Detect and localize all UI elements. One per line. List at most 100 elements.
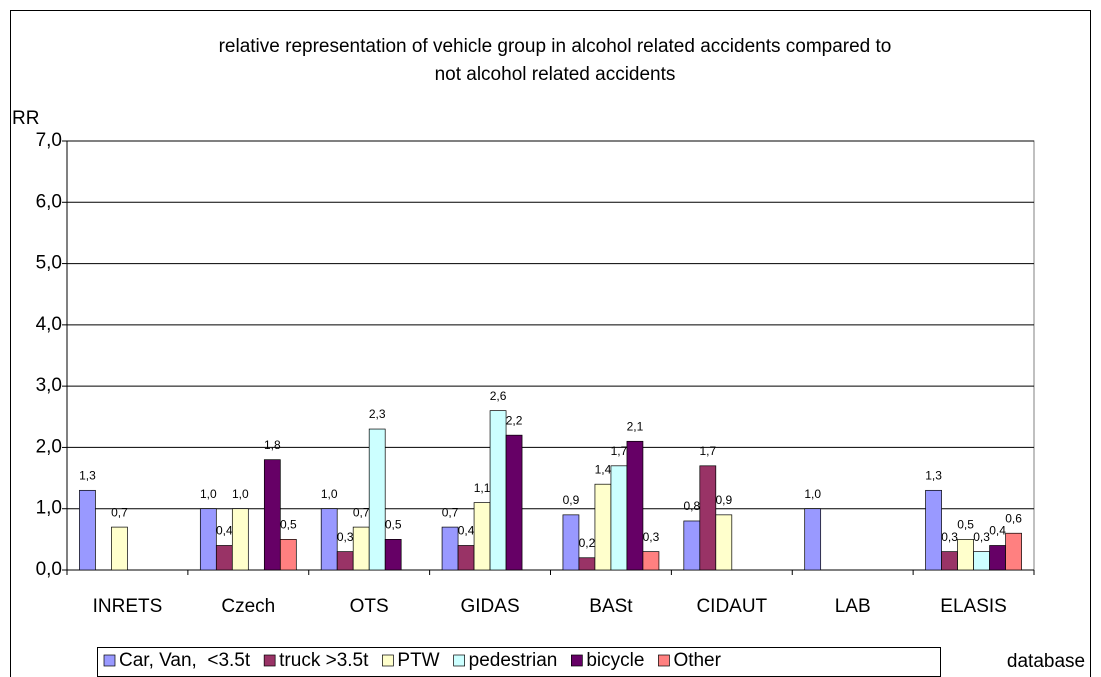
x-tick-label: GIDAS [461, 596, 520, 617]
value-label: 0,9 [563, 493, 580, 507]
bar [263, 459, 281, 571]
legend-label: PTW [397, 650, 439, 671]
x-tick-label: OTS [350, 596, 389, 617]
bar [941, 551, 958, 571]
value-label: 2,6 [490, 389, 507, 403]
y-tick-label: 6,0 [36, 191, 62, 212]
legend-swatch [453, 654, 465, 667]
legend-swatch [571, 654, 583, 667]
bar [562, 514, 580, 571]
value-label: 0,3 [643, 530, 660, 544]
value-label: 1,1 [474, 481, 491, 495]
bar [352, 526, 370, 571]
bar [473, 502, 491, 571]
value-label: 1,0 [200, 487, 217, 501]
bar [804, 508, 822, 571]
value-label: 2,1 [627, 419, 644, 433]
value-label: 0,4 [458, 524, 475, 538]
x-tick-label: BASt [589, 596, 633, 617]
bar [973, 551, 990, 571]
y-tick-label: 0,0 [36, 559, 62, 580]
bar [957, 539, 974, 571]
bar [111, 526, 128, 571]
bar [489, 410, 507, 571]
legend-label: bicycle [586, 650, 644, 671]
legend-label: Car, Van, <3.5t [119, 650, 251, 671]
bar [626, 440, 644, 571]
bar [384, 539, 402, 571]
bar [715, 514, 733, 571]
y-tick-label: 4,0 [36, 314, 62, 335]
bar [231, 508, 249, 571]
bar [989, 545, 1006, 571]
value-label: 0,4 [989, 524, 1006, 538]
legend-label: truck >3.5t [279, 650, 369, 671]
bar [457, 545, 475, 571]
y-tick-label: 5,0 [36, 253, 62, 274]
value-label: 1,0 [804, 487, 821, 501]
chart-title: not alcohol related accidents [435, 64, 676, 85]
x-tick-label: Czech [221, 596, 275, 617]
value-label: 0,7 [353, 505, 370, 519]
bar [215, 545, 233, 571]
y-tick-label: 3,0 [36, 375, 62, 396]
value-label: 1,0 [321, 487, 338, 501]
bar [699, 465, 717, 571]
value-label: 0,5 [957, 518, 974, 532]
value-label: 0,7 [442, 505, 459, 519]
y-tick-label: 7,0 [36, 130, 62, 151]
bar [505, 434, 523, 571]
bar [320, 508, 338, 571]
legend-swatch [382, 654, 394, 667]
y-tick-label: 2,0 [36, 436, 62, 457]
y-tick-label: 1,0 [36, 498, 62, 519]
x-axis-label: database [1007, 651, 1085, 672]
legend-label: Other [673, 650, 721, 671]
bar [336, 551, 354, 571]
value-label: 0,9 [715, 493, 732, 507]
x-tick-label: ELASIS [940, 596, 1007, 617]
x-tick-label: CIDAUT [696, 596, 767, 617]
plot-area [66, 140, 1035, 571]
value-label: 1,7 [611, 444, 628, 458]
legend-swatch [103, 654, 116, 667]
bar [925, 489, 942, 571]
value-label: 0,5 [385, 518, 402, 532]
value-label: 0,6 [1005, 511, 1022, 525]
y-axis-label: RR [12, 108, 39, 129]
value-label: 0,5 [280, 518, 297, 532]
x-tick-label: LAB [835, 596, 871, 617]
value-label: 2,3 [369, 407, 386, 421]
bar [610, 465, 628, 571]
bar [642, 551, 660, 571]
bar [683, 520, 701, 571]
value-label: 1,7 [699, 444, 716, 458]
value-label: 0,3 [337, 530, 354, 544]
legend-box [97, 647, 941, 677]
legend-label: pedestrian [469, 650, 558, 671]
x-tick-label: INRETS [93, 596, 163, 617]
bar [79, 489, 96, 571]
legend-swatch [658, 654, 670, 667]
value-label: 0,3 [941, 530, 958, 544]
value-label: 1,4 [595, 462, 612, 476]
value-label: 1,8 [264, 438, 281, 452]
bar [578, 557, 596, 571]
value-label: 1,3 [925, 469, 942, 483]
bar [279, 539, 297, 571]
bar [368, 428, 386, 571]
bar [199, 508, 217, 571]
value-label: 0,8 [683, 499, 700, 513]
bar [441, 526, 459, 571]
value-label: 0,2 [579, 536, 596, 550]
bar [594, 483, 612, 571]
value-label: 0,4 [216, 524, 233, 538]
chart-title: relative representation of vehicle group… [219, 36, 892, 57]
value-label: 2,2 [506, 413, 523, 427]
value-label: 0,3 [973, 530, 990, 544]
legend-swatch [263, 654, 276, 667]
bar [1005, 532, 1022, 571]
value-label: 1,3 [79, 469, 96, 483]
value-label: 1,0 [232, 487, 249, 501]
